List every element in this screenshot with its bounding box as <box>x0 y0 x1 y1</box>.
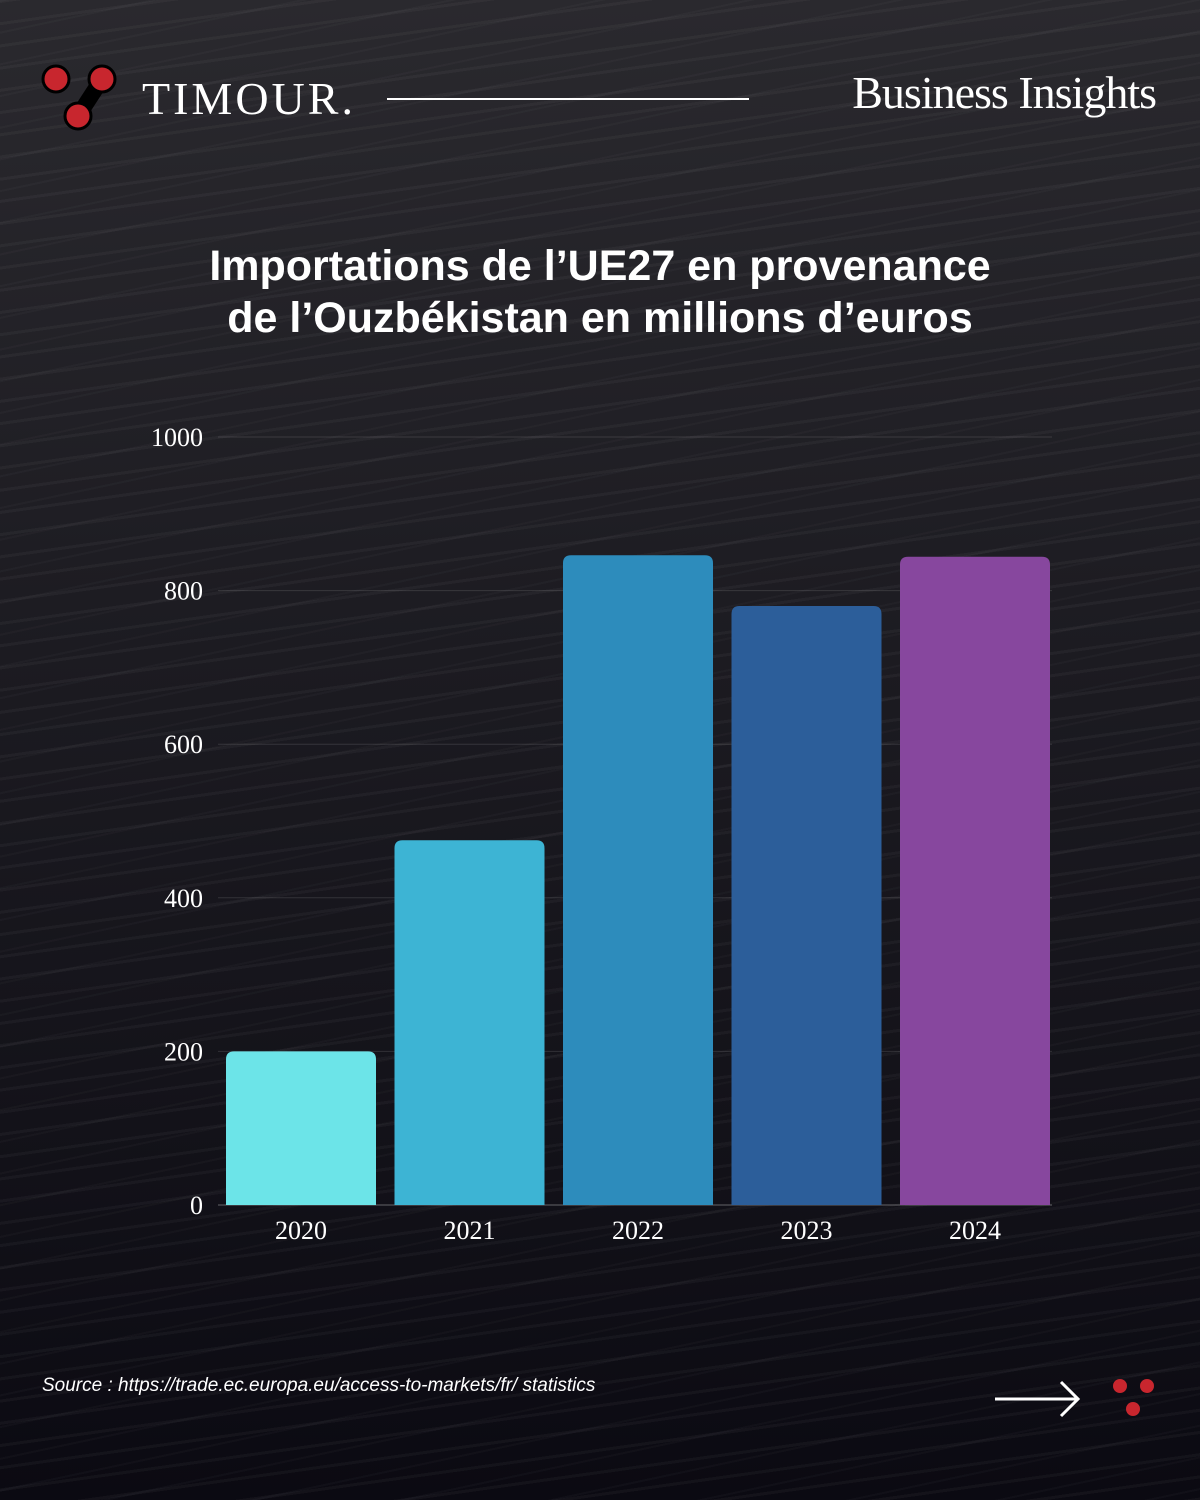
section-title: Business Insights <box>852 67 1157 118</box>
chart-title-line-2: de l’Ouzbékistan en millions d’euros <box>227 294 973 342</box>
chart-title-line-1: Importations de l’UE27 en provenance <box>209 242 991 290</box>
x-tick-label: 2020 <box>275 1216 327 1245</box>
y-tick-label: 600 <box>164 730 203 759</box>
bar-2020 <box>226 1051 376 1205</box>
bar-2023 <box>731 605 882 1205</box>
y-tick-label: 200 <box>164 1037 203 1066</box>
x-tick-label: 2024 <box>949 1216 1001 1245</box>
y-tick-label: 800 <box>164 577 203 606</box>
timour-mini-logo-icon <box>1113 1379 1154 1416</box>
x-tick-label: 2022 <box>612 1216 664 1245</box>
bar-chart: 0 200 400 600 800 1000 2020 2021 2022 2023 2024 <box>151 423 1050 1245</box>
bar-2021 <box>394 840 545 1205</box>
brand-name: TIMOUR. <box>142 73 356 124</box>
bar-2022 <box>563 555 713 1205</box>
arrow-right-icon[interactable] <box>993 1380 1083 1420</box>
y-tick-label: 1000 <box>151 423 203 452</box>
x-tick-label: 2021 <box>444 1216 496 1245</box>
x-tick-label: 2023 <box>781 1216 833 1245</box>
bar-2024 <box>900 556 1050 1205</box>
timour-logo-icon <box>41 64 117 131</box>
source-note: Source : https://trade.ec.europa.eu/acce… <box>42 1375 596 1396</box>
header-divider <box>387 98 749 100</box>
y-tick-label: 400 <box>164 884 203 913</box>
y-tick-label: 0 <box>190 1191 203 1220</box>
chart-title: Importations de l’UE27 en provenance de … <box>0 240 1200 344</box>
